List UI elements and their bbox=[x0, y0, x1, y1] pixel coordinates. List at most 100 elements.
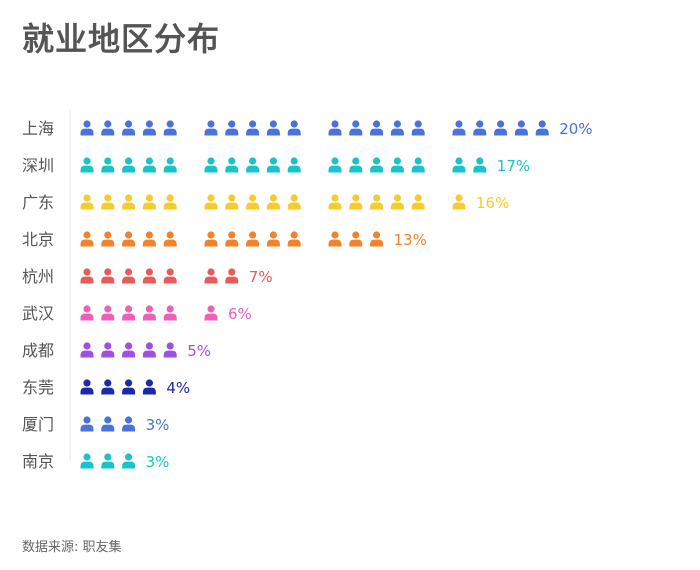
person-icon bbox=[122, 268, 136, 284]
person-icon bbox=[122, 379, 136, 395]
person-icon bbox=[142, 231, 156, 247]
category-label: 成都 bbox=[22, 341, 54, 360]
person-icon bbox=[122, 453, 136, 469]
person-icon bbox=[142, 194, 156, 210]
person-icon bbox=[142, 342, 156, 358]
person-icon bbox=[122, 120, 136, 136]
person-icon bbox=[122, 231, 136, 247]
person-icon bbox=[225, 194, 239, 210]
person-icon bbox=[101, 379, 115, 395]
person-icon bbox=[80, 157, 94, 173]
person-icon bbox=[349, 157, 363, 173]
person-icon bbox=[163, 231, 177, 247]
person-icon bbox=[225, 157, 239, 173]
person-icon bbox=[204, 268, 218, 284]
person-icon bbox=[473, 157, 487, 173]
person-icon bbox=[142, 157, 156, 173]
person-icon bbox=[80, 453, 94, 469]
person-icon bbox=[390, 194, 404, 210]
person-icon bbox=[349, 231, 363, 247]
person-icon bbox=[122, 305, 136, 321]
person-icon bbox=[287, 231, 301, 247]
person-icon bbox=[122, 416, 136, 432]
person-icon bbox=[163, 342, 177, 358]
value-label: 6% bbox=[228, 305, 252, 323]
person-icon bbox=[80, 416, 94, 432]
person-icon bbox=[101, 305, 115, 321]
person-icon bbox=[101, 268, 115, 284]
person-icon bbox=[101, 453, 115, 469]
person-icon bbox=[204, 120, 218, 136]
person-icon bbox=[390, 157, 404, 173]
person-icon bbox=[266, 120, 280, 136]
person-icon bbox=[142, 268, 156, 284]
data-source: 数据来源: 职友集 bbox=[22, 540, 122, 555]
person-icon bbox=[246, 120, 260, 136]
category-label: 广东 bbox=[22, 193, 54, 212]
person-icon bbox=[163, 194, 177, 210]
value-label: 4% bbox=[166, 379, 190, 397]
value-label: 20% bbox=[559, 120, 592, 138]
value-label: 17% bbox=[497, 157, 530, 175]
person-icon bbox=[80, 194, 94, 210]
person-icon bbox=[101, 342, 115, 358]
person-icon bbox=[204, 305, 218, 321]
person-icon bbox=[163, 120, 177, 136]
person-icon bbox=[142, 305, 156, 321]
category-label: 深圳 bbox=[22, 156, 54, 175]
category-label: 东莞 bbox=[22, 378, 54, 397]
person-icon bbox=[101, 416, 115, 432]
person-icon bbox=[287, 120, 301, 136]
person-icon bbox=[494, 120, 508, 136]
person-icon bbox=[80, 231, 94, 247]
person-icon bbox=[287, 157, 301, 173]
person-icon bbox=[328, 120, 342, 136]
page-title: 就业地区分布 bbox=[22, 20, 221, 58]
person-icon bbox=[142, 379, 156, 395]
value-label: 7% bbox=[249, 268, 273, 286]
person-icon bbox=[225, 120, 239, 136]
person-icon bbox=[246, 194, 260, 210]
value-label: 3% bbox=[146, 416, 170, 434]
person-icon bbox=[452, 157, 466, 173]
person-icon bbox=[204, 194, 218, 210]
category-label: 杭州 bbox=[22, 267, 54, 286]
person-icon bbox=[163, 268, 177, 284]
person-icon bbox=[266, 194, 280, 210]
person-icon bbox=[411, 120, 425, 136]
person-icon bbox=[514, 120, 528, 136]
person-icon bbox=[142, 120, 156, 136]
category-label: 北京 bbox=[22, 230, 54, 249]
person-icon bbox=[266, 157, 280, 173]
value-label: 5% bbox=[187, 342, 211, 360]
person-icon bbox=[328, 157, 342, 173]
person-icon bbox=[287, 194, 301, 210]
person-icon bbox=[225, 231, 239, 247]
person-icon bbox=[101, 157, 115, 173]
person-icon bbox=[328, 231, 342, 247]
person-icon bbox=[163, 305, 177, 321]
person-icon bbox=[349, 120, 363, 136]
value-label: 16% bbox=[476, 194, 509, 212]
person-icon bbox=[101, 120, 115, 136]
person-icon bbox=[473, 120, 487, 136]
person-icon bbox=[122, 342, 136, 358]
person-icon bbox=[370, 194, 384, 210]
person-icon bbox=[246, 231, 260, 247]
person-icon bbox=[80, 379, 94, 395]
person-icon bbox=[122, 194, 136, 210]
person-icon bbox=[163, 157, 177, 173]
category-label: 南京 bbox=[22, 452, 54, 471]
person-icon bbox=[80, 120, 94, 136]
pictograph-chart: 上海 20% 深圳 17% 广东 16% 北京 13% 杭州 7% 武汉 6% 成都 5% 东莞 4% 厦门 3%… bbox=[22, 110, 593, 471]
person-icon bbox=[101, 194, 115, 210]
person-icon bbox=[452, 120, 466, 136]
person-icon bbox=[246, 157, 260, 173]
person-icon bbox=[349, 194, 363, 210]
category-label: 上海 bbox=[22, 119, 54, 138]
person-icon bbox=[204, 231, 218, 247]
person-icon bbox=[80, 305, 94, 321]
person-icon bbox=[80, 268, 94, 284]
person-icon bbox=[122, 157, 136, 173]
value-label: 13% bbox=[394, 231, 427, 249]
